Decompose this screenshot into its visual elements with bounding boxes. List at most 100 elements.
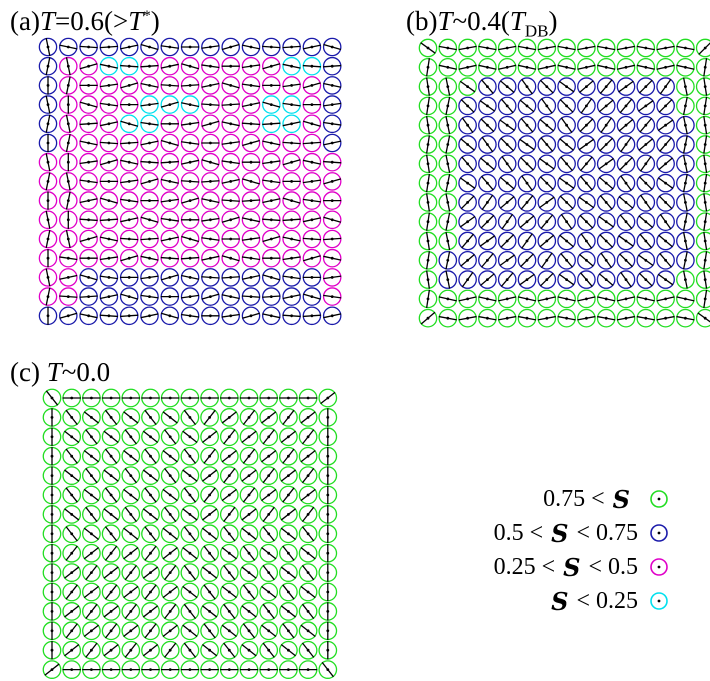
lattice-site [302, 152, 322, 172]
lattice-site [596, 77, 616, 96]
director-center [46, 295, 50, 298]
director-center [585, 85, 588, 88]
director-center [149, 551, 152, 555]
lattice-site [241, 133, 261, 153]
lattice-site [180, 466, 200, 485]
lattice-site [497, 77, 517, 96]
director-center [330, 141, 334, 145]
lattice-site [517, 154, 537, 174]
director-center [525, 65, 529, 69]
lattice-site [259, 408, 279, 427]
director-center [269, 276, 273, 279]
director-center [66, 276, 70, 279]
lattice-site [82, 427, 101, 447]
director-center [267, 551, 271, 555]
director-center [66, 160, 70, 164]
lattice-site [557, 289, 576, 309]
lattice-site [42, 660, 62, 679]
lattice-site [119, 248, 139, 268]
lattice-site [636, 270, 656, 289]
director-center [269, 103, 273, 106]
lattice-site [537, 270, 557, 289]
director-center [188, 396, 192, 400]
lattice-site [201, 229, 220, 249]
director-center [70, 668, 74, 671]
director-center [604, 239, 608, 243]
lattice-site [160, 306, 180, 326]
lattice-site [259, 563, 279, 582]
lattice-site [200, 543, 219, 563]
director-center [486, 220, 489, 224]
director-center [249, 141, 253, 145]
director-center [545, 85, 549, 88]
director-center [168, 648, 172, 652]
director-center [149, 416, 152, 419]
lattice-site [656, 231, 675, 251]
director-center [604, 46, 608, 50]
lattice-site [418, 173, 438, 193]
director-center [107, 314, 111, 318]
lattice-site [160, 621, 180, 641]
lattice-site [282, 287, 301, 306]
lattice-site [119, 152, 139, 172]
lattice-site [557, 212, 576, 232]
director-center [70, 493, 74, 497]
director-center [168, 513, 172, 516]
director-center [90, 435, 93, 439]
director-center [107, 256, 111, 260]
director-center [229, 314, 233, 318]
lattice-site [478, 173, 497, 193]
director-center [46, 160, 50, 164]
lattice-site [219, 408, 239, 427]
director-center [168, 396, 172, 400]
lattice-site [438, 135, 458, 154]
director-center [50, 668, 54, 671]
director-center [306, 590, 310, 594]
director-center [188, 648, 192, 652]
lattice-site [279, 505, 298, 524]
director-center [565, 181, 568, 185]
director-center [70, 590, 74, 594]
lattice-site [517, 231, 537, 251]
director-center [330, 237, 334, 241]
lattice-site [239, 640, 259, 660]
director-center [148, 295, 151, 298]
director-center [107, 64, 111, 68]
lattice-site [262, 152, 281, 172]
lattice-site [82, 466, 101, 485]
lattice-site [160, 466, 180, 485]
lattice-site [180, 191, 200, 210]
director-center [50, 396, 54, 400]
lattice-site [418, 250, 438, 270]
director-center [168, 416, 172, 419]
lattice-site [141, 582, 160, 602]
director-center [310, 45, 314, 49]
director-center [703, 316, 707, 320]
director-center [87, 141, 90, 145]
lattice-site [119, 191, 139, 210]
director-center [466, 278, 469, 281]
director-center [149, 610, 152, 613]
lattice-site [438, 173, 458, 193]
director-center [168, 256, 172, 260]
lattice-site [616, 135, 636, 154]
lattice-site [160, 563, 180, 582]
director-center [287, 493, 290, 497]
director-center [306, 551, 310, 555]
lattice-site [279, 602, 298, 621]
director-center [703, 201, 707, 204]
director-center [306, 493, 310, 497]
director-center [269, 45, 273, 49]
director-center [446, 239, 450, 243]
lattice-site [517, 308, 537, 328]
director-center [446, 220, 450, 224]
lattice-site [82, 505, 101, 524]
lattice-site [656, 173, 675, 193]
director-center [188, 64, 192, 68]
director-center [565, 104, 568, 108]
lattice-site [298, 466, 318, 485]
director-center [466, 181, 469, 185]
lattice-site [458, 173, 477, 193]
director-center [703, 220, 707, 224]
lattice-site [140, 172, 159, 191]
